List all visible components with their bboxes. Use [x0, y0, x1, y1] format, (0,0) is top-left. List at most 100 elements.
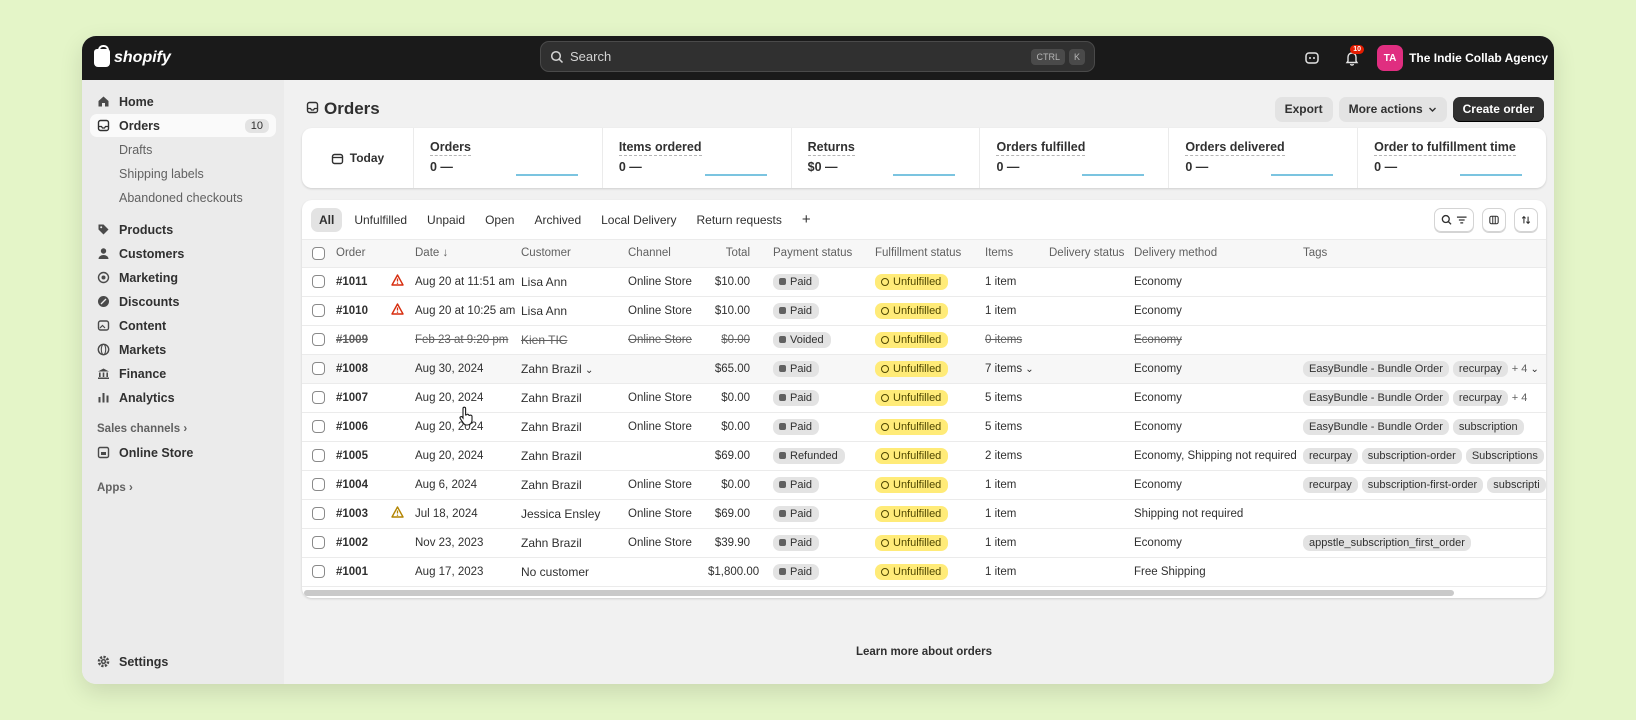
order-customer[interactable]: Zahn Brazil	[521, 383, 628, 413]
column-header-order[interactable]: Order	[336, 240, 391, 268]
column-header-date[interactable]: Date ↓	[415, 240, 521, 268]
sidebar-item-shipping-labels[interactable]: Shipping labels	[119, 166, 204, 181]
order-number[interactable]: #1006	[336, 412, 391, 442]
order-customer[interactable]: Zahn Brazil	[521, 412, 628, 442]
learn-more-link[interactable]: Learn more about orders	[855, 646, 993, 658]
table-row[interactable]: #1008 Aug 30, 2024 Zahn Brazil ⌄ $65.00 Paid…	[302, 354, 1546, 384]
sidebar-item-content[interactable]: Content	[90, 314, 276, 337]
table-row[interactable]: #1002 Nov 23, 2023 Zahn Brazil Online Store…	[302, 528, 1546, 558]
table-row[interactable]: #1009 Feb 23 at 9:20 pm Kien TIC Online Sto…	[302, 325, 1546, 355]
row-checkbox[interactable]	[312, 478, 325, 491]
apps-heading[interactable]: Apps ›	[97, 482, 269, 494]
sales-channels-heading[interactable]: Sales channels ›	[97, 423, 269, 435]
sidebar-item-drafts[interactable]: Drafts	[119, 142, 153, 157]
order-items[interactable]: 7 items ⌄	[985, 354, 1049, 384]
row-checkbox[interactable]	[312, 507, 325, 520]
order-number[interactable]: #1011	[336, 267, 391, 297]
column-header-customer[interactable]: Customer	[521, 240, 628, 268]
row-checkbox[interactable]	[312, 304, 325, 317]
horizontal-scrollbar[interactable]	[304, 590, 1454, 596]
tab-unpaid[interactable]: Unpaid	[427, 212, 466, 227]
tab-return-requests[interactable]: Return requests	[696, 212, 782, 227]
sidebar-item-abandoned-checkouts[interactable]: Abandoned checkouts	[119, 190, 243, 205]
metric-items-ordered[interactable]: Items ordered 0 —	[603, 128, 792, 188]
order-number[interactable]: #1010	[336, 296, 391, 326]
sidebar-item-finance[interactable]: Finance	[90, 362, 276, 385]
chevron-down-icon[interactable]: ⌄	[1530, 363, 1539, 375]
create-order-button[interactable]: Create order	[1452, 96, 1544, 122]
search-filter-button[interactable]	[1434, 207, 1474, 232]
column-header-channel[interactable]: Channel	[628, 240, 708, 268]
sidebar-item-products[interactable]: Products	[90, 218, 276, 241]
column-header-delivery-method[interactable]: Delivery method	[1134, 240, 1303, 268]
order-number[interactable]: #1008	[336, 354, 391, 384]
chevron-down-icon[interactable]: ⌄	[1025, 363, 1034, 375]
order-customer[interactable]: Lisa Ann	[521, 296, 628, 326]
metric-orders-delivered[interactable]: Orders delivered 0 —	[1169, 128, 1359, 188]
order-customer[interactable]: No customer	[521, 557, 628, 587]
metric-returns[interactable]: Returns $0 —	[792, 128, 981, 188]
store-switcher[interactable]: TA The Indie Collab Agency	[1377, 45, 1552, 71]
order-customer[interactable]: Zahn Brazil	[521, 528, 628, 558]
sidebar-item-markets[interactable]: Markets	[90, 338, 276, 361]
table-row[interactable]: #1001 Aug 17, 2023 No customer $1,800.00 Pai…	[302, 557, 1546, 587]
sidebar-item-customers[interactable]: Customers	[90, 242, 276, 265]
order-number[interactable]: #1004	[336, 470, 391, 500]
sidebar-item-settings[interactable]: Settings	[90, 650, 276, 673]
row-checkbox[interactable]	[312, 333, 325, 346]
order-customer[interactable]: Kien TIC	[521, 325, 628, 355]
sidebar-item-home[interactable]: Home	[90, 90, 276, 113]
sort-button[interactable]	[1514, 207, 1538, 232]
row-checkbox[interactable]	[312, 275, 325, 288]
row-checkbox[interactable]	[312, 536, 325, 549]
shopify-logo[interactable]: shopify	[94, 45, 171, 67]
tab-unfulfilled[interactable]: Unfulfilled	[354, 212, 408, 227]
add-view-button[interactable]: +	[801, 211, 811, 228]
order-customer[interactable]: Zahn Brazil ⌄	[521, 354, 628, 384]
sidebar-item-discounts[interactable]: Discounts	[90, 290, 276, 313]
tab-open[interactable]: Open	[485, 212, 515, 227]
order-customer[interactable]: Zahn Brazil	[521, 470, 628, 500]
sidebar-item-marketing[interactable]: Marketing	[90, 266, 276, 289]
date-range-picker[interactable]: Today	[302, 128, 414, 188]
tab-all[interactable]: All	[311, 207, 343, 232]
order-number[interactable]: #1007	[336, 383, 391, 413]
search-bar[interactable]: Search CTRL K	[540, 41, 1095, 72]
table-row[interactable]: #1003 Jul 18, 2024 Jessica Ensley Online St…	[302, 499, 1546, 529]
row-checkbox[interactable]	[312, 420, 325, 433]
column-header-tags[interactable]: Tags	[1303, 240, 1546, 268]
tab-archived[interactable]: Archived	[534, 212, 582, 227]
more-tags-count[interactable]: + 4	[1511, 391, 1528, 404]
column-header-fulfillment-status[interactable]: Fulfillment status	[875, 240, 985, 268]
metric-orders-fulfilled[interactable]: Orders fulfilled 0 —	[980, 128, 1170, 188]
column-header-payment-status[interactable]: Payment status	[773, 240, 875, 268]
row-checkbox[interactable]	[312, 565, 325, 578]
column-header-total[interactable]: Total	[708, 240, 773, 268]
chevron-down-icon[interactable]: ⌄	[585, 364, 594, 376]
sidebar-item-online-store[interactable]: Online Store	[90, 441, 276, 464]
column-header-delivery-status[interactable]: Delivery status	[1049, 240, 1134, 268]
export-button[interactable]: Export	[1274, 96, 1333, 122]
order-number[interactable]: #1005	[336, 441, 391, 471]
order-customer[interactable]: Jessica Ensley	[521, 499, 628, 529]
columns-button[interactable]	[1482, 207, 1506, 232]
table-row[interactable]: #1005 Aug 20, 2024 Zahn Brazil $69.00 Refund…	[302, 441, 1546, 471]
more-tags-count[interactable]: + 4	[1511, 362, 1528, 375]
row-checkbox[interactable]	[312, 362, 325, 375]
order-number[interactable]: #1001	[336, 557, 391, 587]
tab-local-delivery[interactable]: Local Delivery	[601, 212, 677, 227]
metric-fulfillment-time[interactable]: Order to fulfillment time 0 —	[1358, 128, 1546, 188]
table-row[interactable]: #1006 Aug 20, 2024 Zahn Brazil Online Store…	[302, 412, 1546, 442]
order-customer[interactable]: Zahn Brazil	[521, 441, 628, 471]
order-number[interactable]: #1009	[336, 325, 391, 355]
row-checkbox[interactable]	[312, 391, 325, 404]
row-checkbox[interactable]	[312, 449, 325, 462]
table-row[interactable]: #1007 Aug 20, 2024 Zahn Brazil Online Store…	[302, 383, 1546, 413]
select-all-checkbox[interactable]	[312, 246, 325, 260]
table-row[interactable]: #1011 Aug 20 at 11:51 am Lisa Ann Online St…	[302, 267, 1546, 297]
table-row[interactable]: #1010 Aug 20 at 10:25 am Lisa Ann Online St…	[302, 296, 1546, 326]
table-row[interactable]: #1004 Aug 6, 2024 Zahn Brazil Online Store $…	[302, 470, 1546, 500]
column-header-items[interactable]: Items	[985, 240, 1049, 268]
metric-orders[interactable]: Orders 0 —	[414, 128, 603, 188]
notifications-button[interactable]: 10	[1337, 43, 1367, 73]
